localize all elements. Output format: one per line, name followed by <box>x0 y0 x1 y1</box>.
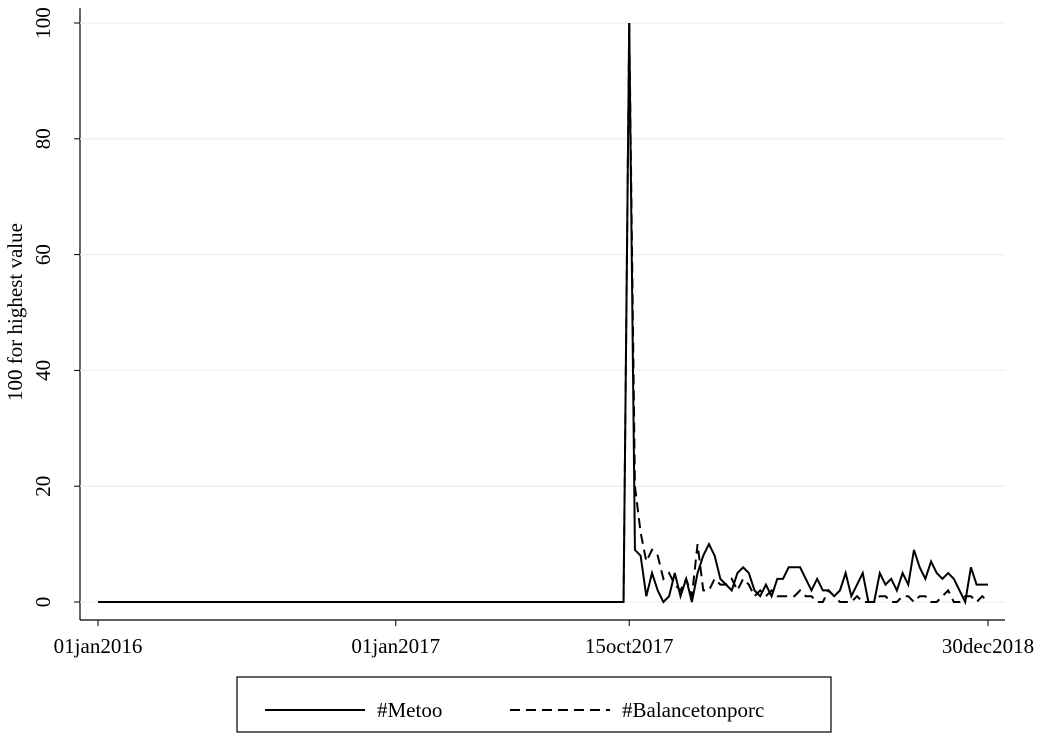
y-tick-label: 20 <box>31 476 55 497</box>
x-tick-label: 01jan2017 <box>351 634 440 658</box>
x-tick-label: 15oct2017 <box>585 634 674 658</box>
y-tick-label: 100 <box>31 7 55 39</box>
y-tick-label: 0 <box>31 597 55 608</box>
series-line <box>98 22 989 604</box>
legend-label: #Metoo <box>377 698 442 722</box>
legend-box <box>236 676 832 733</box>
y-tick-label: 60 <box>31 244 55 265</box>
x-tick-label: 01jan2016 <box>54 634 143 658</box>
y-tick-label: 80 <box>31 128 55 149</box>
y-axis-label: 100 for highest value <box>3 223 27 401</box>
legend-label: #Balancetonporc <box>622 698 764 722</box>
y-tick-label: 40 <box>31 360 55 381</box>
series-line <box>98 22 988 606</box>
x-tick-label: 30dec2018 <box>942 634 1034 658</box>
